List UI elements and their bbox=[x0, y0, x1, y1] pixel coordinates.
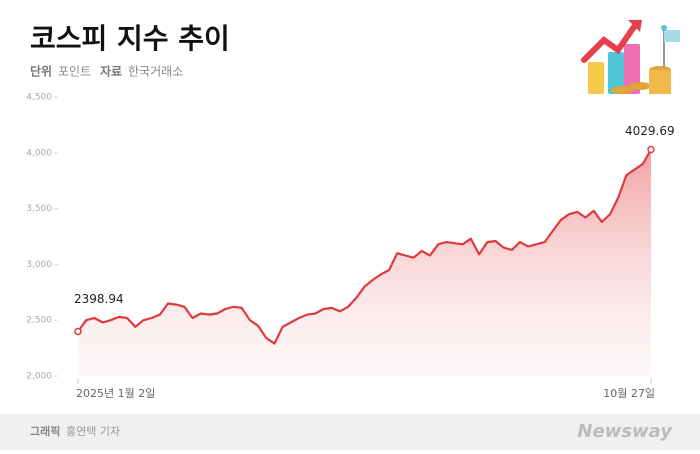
source-label: 자료 bbox=[100, 64, 122, 79]
unit-label: 단위 bbox=[30, 64, 52, 79]
y-tick-label: 4,500 bbox=[26, 93, 52, 103]
value-label: 2398.94 bbox=[74, 292, 124, 306]
credit: 홍연택 기자 bbox=[66, 424, 120, 438]
chart-title: 코스피 지수 추이 bbox=[30, 22, 230, 55]
x-tick-label: 10월 27일 bbox=[603, 386, 655, 400]
y-tick-label: 3,000 bbox=[26, 260, 52, 270]
value-label: 4029.69 bbox=[625, 124, 675, 138]
y-tick-label: 4,000 bbox=[26, 148, 52, 158]
end-point bbox=[74, 327, 82, 336]
source: 한국거래소 bbox=[128, 65, 183, 79]
line bbox=[77, 148, 652, 345]
y-tick-label: 2,500 bbox=[26, 316, 52, 326]
unit: 포인트 bbox=[58, 65, 91, 79]
x-tick-label: 2025년 1월 2일 bbox=[76, 386, 155, 400]
y-tick-label: 2,000 bbox=[26, 372, 52, 382]
area bbox=[78, 149, 651, 376]
end-point bbox=[647, 145, 655, 154]
y-tick-label: 3,500 bbox=[26, 204, 52, 214]
brand: Newsway bbox=[577, 421, 673, 442]
icon bbox=[581, 20, 680, 94]
footer-band bbox=[0, 414, 700, 450]
credit-label: 그래픽 bbox=[30, 424, 60, 438]
